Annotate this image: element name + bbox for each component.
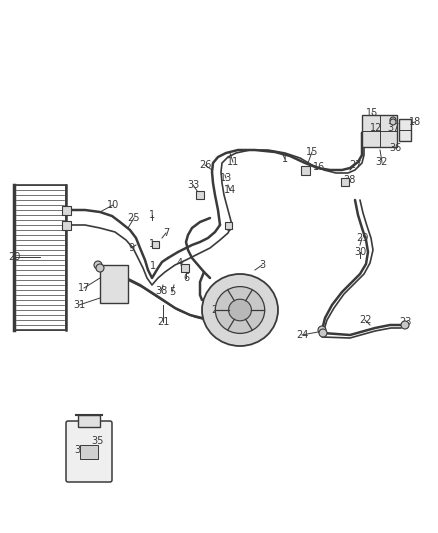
Circle shape (390, 119, 396, 125)
Text: 15: 15 (366, 108, 378, 118)
Text: 14: 14 (224, 185, 236, 195)
Text: 17: 17 (78, 283, 90, 293)
Text: 33: 33 (187, 180, 199, 190)
Text: 10: 10 (107, 200, 119, 210)
FancyBboxPatch shape (66, 421, 112, 482)
Text: 3: 3 (259, 260, 265, 270)
Text: 9: 9 (128, 243, 134, 253)
Bar (80, 445, 98, 459)
Bar (14, 185, 66, 330)
Text: 37: 37 (387, 123, 399, 133)
Text: 8: 8 (225, 223, 231, 233)
Circle shape (318, 326, 326, 334)
Text: 20: 20 (8, 252, 20, 262)
Text: 34: 34 (74, 445, 86, 455)
Bar (100, 265, 128, 303)
Text: 35: 35 (91, 436, 103, 446)
Text: 1: 1 (149, 239, 155, 249)
Text: 27: 27 (349, 160, 361, 170)
Text: 29: 29 (356, 233, 368, 243)
Bar (152, 240, 159, 247)
Text: 38: 38 (155, 286, 167, 296)
Text: 32: 32 (376, 157, 388, 167)
Text: 7: 7 (163, 228, 169, 238)
Text: 36: 36 (389, 143, 401, 153)
Bar (61, 221, 71, 230)
Circle shape (401, 321, 409, 329)
Circle shape (319, 329, 327, 337)
Text: 4: 4 (177, 258, 183, 268)
Text: 6: 6 (183, 273, 189, 283)
Text: 18: 18 (409, 117, 421, 127)
Bar (399, 119, 411, 141)
Text: 31: 31 (73, 300, 85, 310)
Bar (181, 264, 189, 272)
Text: 5: 5 (169, 287, 175, 297)
Circle shape (94, 261, 102, 269)
Text: 21: 21 (157, 317, 169, 327)
Bar (341, 178, 349, 186)
Bar (196, 191, 204, 199)
Text: 16: 16 (313, 162, 325, 172)
Ellipse shape (202, 274, 278, 346)
Text: 11: 11 (227, 157, 239, 167)
Bar (225, 222, 232, 229)
Text: 28: 28 (343, 175, 355, 185)
Text: 25: 25 (212, 305, 224, 315)
Circle shape (96, 264, 104, 272)
Ellipse shape (229, 299, 251, 321)
Text: 2: 2 (221, 293, 227, 303)
Text: 15: 15 (306, 147, 318, 157)
Text: 1: 1 (282, 154, 288, 164)
Text: 25: 25 (128, 213, 140, 223)
Text: 13: 13 (220, 173, 232, 183)
Text: 1: 1 (150, 261, 156, 271)
Ellipse shape (215, 287, 265, 334)
Text: 24: 24 (296, 330, 308, 340)
Bar (61, 206, 71, 214)
Text: 26: 26 (199, 160, 211, 170)
Text: 22: 22 (359, 315, 371, 325)
Circle shape (390, 117, 396, 123)
Text: 1: 1 (149, 210, 155, 220)
Bar (78, 415, 100, 427)
Text: 23: 23 (399, 317, 411, 327)
Text: 30: 30 (354, 247, 366, 257)
Text: 12: 12 (370, 123, 382, 133)
Bar (362, 115, 397, 147)
Bar (300, 166, 310, 174)
